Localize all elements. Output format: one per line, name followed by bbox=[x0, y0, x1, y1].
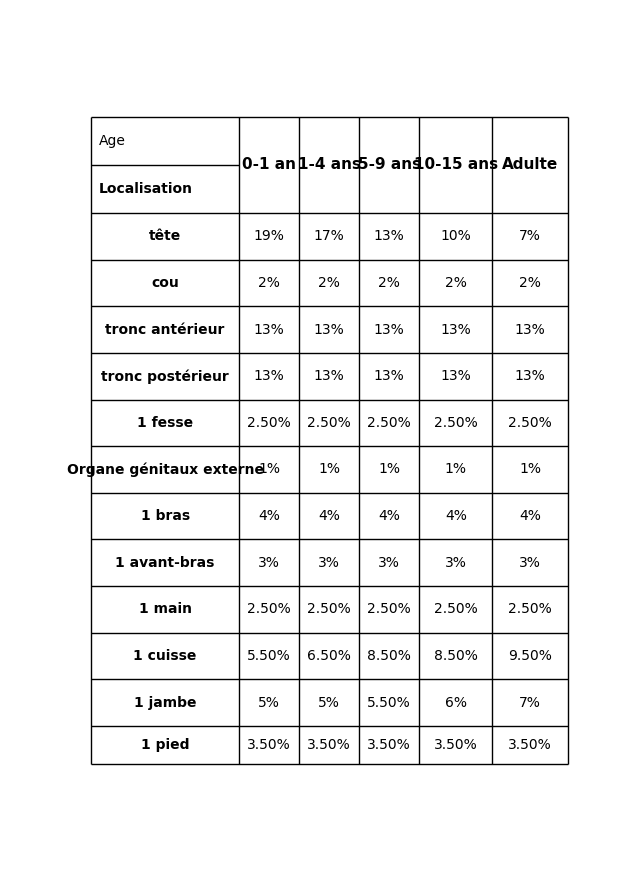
Text: Adulte: Adulte bbox=[502, 158, 558, 173]
Text: 2.50%: 2.50% bbox=[247, 416, 291, 430]
Text: 1 pied: 1 pied bbox=[141, 738, 190, 752]
Text: tête: tête bbox=[149, 229, 181, 243]
Text: 9.50%: 9.50% bbox=[508, 649, 552, 663]
Text: 3%: 3% bbox=[519, 555, 541, 569]
Text: 1 bras: 1 bras bbox=[141, 509, 190, 523]
Text: tronc postérieur: tronc postérieur bbox=[102, 369, 229, 384]
Text: 8.50%: 8.50% bbox=[434, 649, 478, 663]
Text: 4%: 4% bbox=[519, 509, 541, 523]
Text: 4%: 4% bbox=[378, 509, 400, 523]
Text: 2%: 2% bbox=[258, 276, 280, 290]
Text: 2.50%: 2.50% bbox=[434, 603, 478, 617]
Text: 4%: 4% bbox=[318, 509, 340, 523]
Text: 2.50%: 2.50% bbox=[508, 603, 552, 617]
Text: 13%: 13% bbox=[314, 369, 345, 384]
Text: 1 jambe: 1 jambe bbox=[134, 696, 196, 710]
Text: 19%: 19% bbox=[253, 229, 284, 243]
Text: 1-4 ans: 1-4 ans bbox=[298, 158, 361, 173]
Text: 1%: 1% bbox=[445, 462, 467, 476]
Text: 3%: 3% bbox=[445, 555, 467, 569]
Text: 10%: 10% bbox=[440, 229, 471, 243]
Text: 1 fesse: 1 fesse bbox=[137, 416, 194, 430]
Text: 3.50%: 3.50% bbox=[434, 738, 478, 752]
Text: tronc antérieur: tronc antérieur bbox=[105, 323, 225, 337]
Text: 13%: 13% bbox=[440, 323, 471, 337]
Text: 13%: 13% bbox=[374, 323, 404, 337]
Text: 3.50%: 3.50% bbox=[508, 738, 552, 752]
Text: 3.50%: 3.50% bbox=[307, 738, 351, 752]
Text: 1 main: 1 main bbox=[139, 603, 192, 617]
Text: 3%: 3% bbox=[378, 555, 400, 569]
Text: 17%: 17% bbox=[314, 229, 345, 243]
Text: 13%: 13% bbox=[515, 323, 545, 337]
Text: 1%: 1% bbox=[258, 462, 280, 476]
Text: 4%: 4% bbox=[445, 509, 467, 523]
Text: 2.50%: 2.50% bbox=[307, 416, 351, 430]
Text: 10-15 ans: 10-15 ans bbox=[413, 158, 498, 173]
Text: 5-9 ans: 5-9 ans bbox=[358, 158, 421, 173]
Text: 2.50%: 2.50% bbox=[508, 416, 552, 430]
Text: 3%: 3% bbox=[318, 555, 340, 569]
Text: 13%: 13% bbox=[253, 323, 284, 337]
Text: 2.50%: 2.50% bbox=[434, 416, 478, 430]
Text: Localisation: Localisation bbox=[99, 182, 193, 196]
Text: 1%: 1% bbox=[378, 462, 400, 476]
Text: 4%: 4% bbox=[258, 509, 280, 523]
Text: 8.50%: 8.50% bbox=[367, 649, 411, 663]
Text: 13%: 13% bbox=[374, 229, 404, 243]
Text: 1%: 1% bbox=[519, 462, 541, 476]
Text: 1 cuisse: 1 cuisse bbox=[134, 649, 197, 663]
Text: 5%: 5% bbox=[318, 696, 340, 710]
Text: 2.50%: 2.50% bbox=[307, 603, 351, 617]
Text: 5.50%: 5.50% bbox=[367, 696, 411, 710]
Text: 13%: 13% bbox=[515, 369, 545, 384]
Text: Age: Age bbox=[99, 133, 125, 148]
Text: 13%: 13% bbox=[253, 369, 284, 384]
Text: 1%: 1% bbox=[318, 462, 340, 476]
Text: 6%: 6% bbox=[445, 696, 467, 710]
Text: 2.50%: 2.50% bbox=[367, 603, 411, 617]
Text: 2.50%: 2.50% bbox=[367, 416, 411, 430]
Text: 2%: 2% bbox=[519, 276, 541, 290]
Text: 1 avant-bras: 1 avant-bras bbox=[116, 555, 215, 569]
Text: 3.50%: 3.50% bbox=[247, 738, 291, 752]
Text: 5%: 5% bbox=[258, 696, 280, 710]
Text: 7%: 7% bbox=[519, 696, 541, 710]
Text: 7%: 7% bbox=[519, 229, 541, 243]
Text: 13%: 13% bbox=[314, 323, 345, 337]
Text: 6.50%: 6.50% bbox=[307, 649, 351, 663]
Text: 3.50%: 3.50% bbox=[367, 738, 411, 752]
Text: 13%: 13% bbox=[374, 369, 404, 384]
Text: 2%: 2% bbox=[378, 276, 400, 290]
Text: 13%: 13% bbox=[440, 369, 471, 384]
Text: 2%: 2% bbox=[318, 276, 340, 290]
Text: 3%: 3% bbox=[258, 555, 280, 569]
Text: 0-1 an: 0-1 an bbox=[242, 158, 296, 173]
Text: 2.50%: 2.50% bbox=[247, 603, 291, 617]
Text: 2%: 2% bbox=[445, 276, 467, 290]
Text: Organe génitaux externe: Organe génitaux externe bbox=[67, 462, 264, 477]
Text: 5.50%: 5.50% bbox=[247, 649, 291, 663]
Text: cou: cou bbox=[151, 276, 179, 290]
